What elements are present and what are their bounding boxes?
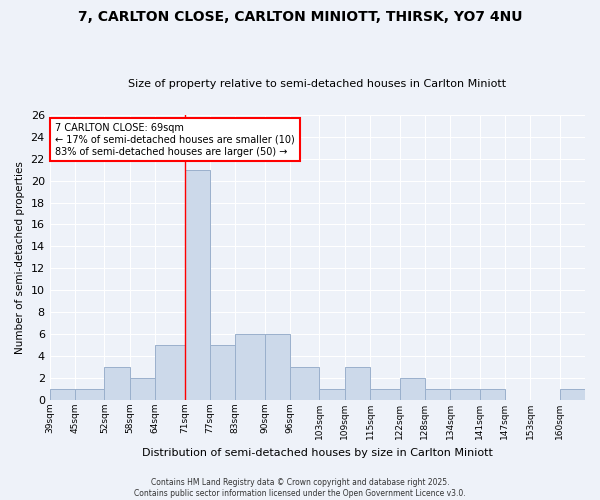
Bar bbox=[265, 334, 290, 400]
Bar bbox=[560, 389, 585, 400]
Text: Contains HM Land Registry data © Crown copyright and database right 2025.
Contai: Contains HM Land Registry data © Crown c… bbox=[134, 478, 466, 498]
Bar bbox=[319, 389, 345, 400]
Bar bbox=[290, 367, 319, 400]
Title: Size of property relative to semi-detached houses in Carlton Miniott: Size of property relative to semi-detach… bbox=[128, 79, 506, 89]
Bar bbox=[235, 334, 265, 400]
Bar bbox=[479, 389, 505, 400]
X-axis label: Distribution of semi-detached houses by size in Carlton Miniott: Distribution of semi-detached houses by … bbox=[142, 448, 493, 458]
Y-axis label: Number of semi-detached properties: Number of semi-detached properties bbox=[15, 161, 25, 354]
Bar bbox=[400, 378, 425, 400]
Bar bbox=[370, 389, 400, 400]
Bar bbox=[104, 367, 130, 400]
Bar bbox=[185, 170, 210, 400]
Bar bbox=[75, 389, 104, 400]
Text: 7, CARLTON CLOSE, CARLTON MINIOTT, THIRSK, YO7 4NU: 7, CARLTON CLOSE, CARLTON MINIOTT, THIRS… bbox=[78, 10, 522, 24]
Bar bbox=[50, 389, 75, 400]
Bar bbox=[130, 378, 155, 400]
Bar bbox=[210, 345, 235, 400]
Bar bbox=[345, 367, 370, 400]
Bar bbox=[425, 389, 450, 400]
Bar bbox=[450, 389, 479, 400]
Text: 7 CARLTON CLOSE: 69sqm
← 17% of semi-detached houses are smaller (10)
83% of sem: 7 CARLTON CLOSE: 69sqm ← 17% of semi-det… bbox=[55, 124, 295, 156]
Bar bbox=[155, 345, 185, 400]
